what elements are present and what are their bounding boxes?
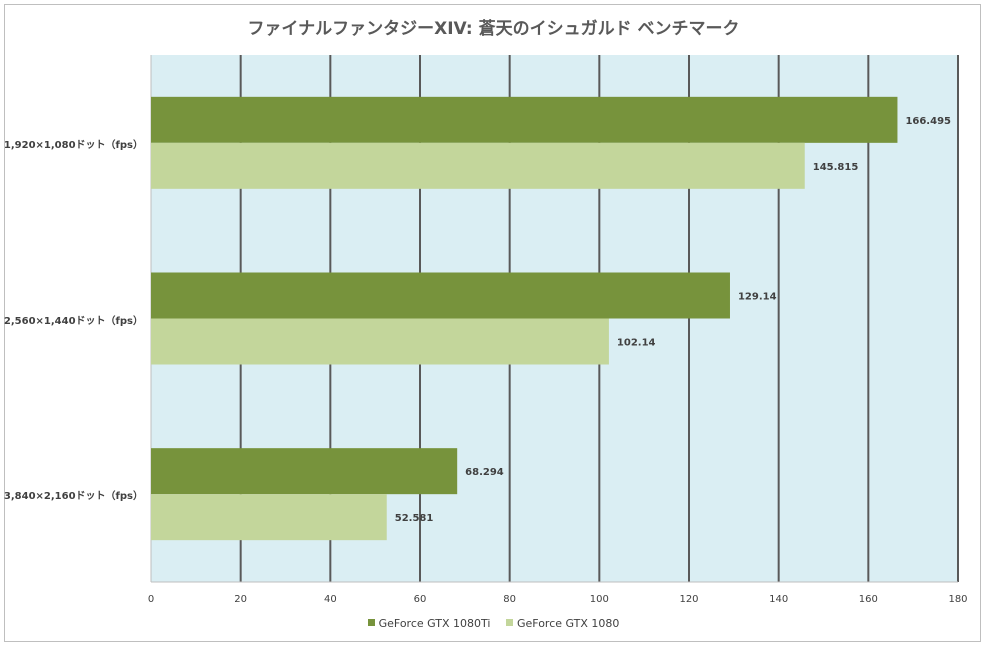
- data-label: 68.294: [465, 467, 504, 478]
- bar-series-1: [151, 272, 730, 319]
- x-tick-label: 20: [234, 594, 247, 605]
- legend-label-series-2: GeForce GTX 1080: [516, 617, 620, 630]
- legend-item-series-2: GeForce GTX 1080: [505, 617, 620, 630]
- y-category-label: 1,920×1,080ドット（fps）: [3, 139, 143, 151]
- legend-swatch-series-1: [367, 619, 375, 626]
- chart-title: ファイナルファンタジーXIV: 蒼天のイシュガルド ベンチマーク: [247, 19, 740, 39]
- legend-item-series-1: GeForce GTX 1080Ti: [367, 617, 491, 630]
- bar-series-2: [151, 142, 805, 189]
- data-label: 166.495: [905, 116, 951, 127]
- x-tick-label: 180: [948, 594, 967, 605]
- data-label: 102.14: [617, 338, 656, 349]
- x-tick-label: 100: [590, 594, 609, 605]
- x-tick-label: 120: [679, 594, 698, 605]
- chart-legend: GeForce GTX 1080Ti GeForce GTX 1080: [0, 617, 987, 630]
- data-label: 145.815: [813, 162, 859, 173]
- y-category-label: 2,560×1,440ドット（fps）: [3, 315, 143, 327]
- bar-series-1: [151, 448, 458, 495]
- y-category-label: 3,840×2,160ドット（fps）: [3, 491, 143, 503]
- data-label: 52.581: [395, 513, 434, 524]
- x-tick-label: 0: [148, 594, 154, 605]
- bar-series-2: [151, 318, 609, 365]
- x-tick-label: 40: [324, 594, 337, 605]
- legend-swatch-series-2: [505, 619, 513, 626]
- data-label: 129.14: [738, 292, 777, 303]
- bar-series-2: [151, 494, 387, 541]
- bar-series-1: [151, 96, 898, 143]
- x-tick-label: 140: [769, 594, 788, 605]
- x-tick-label: 80: [503, 594, 516, 605]
- legend-label-series-1: GeForce GTX 1080Ti: [378, 617, 491, 630]
- x-tick-label: 160: [859, 594, 878, 605]
- x-tick-label: 60: [414, 594, 427, 605]
